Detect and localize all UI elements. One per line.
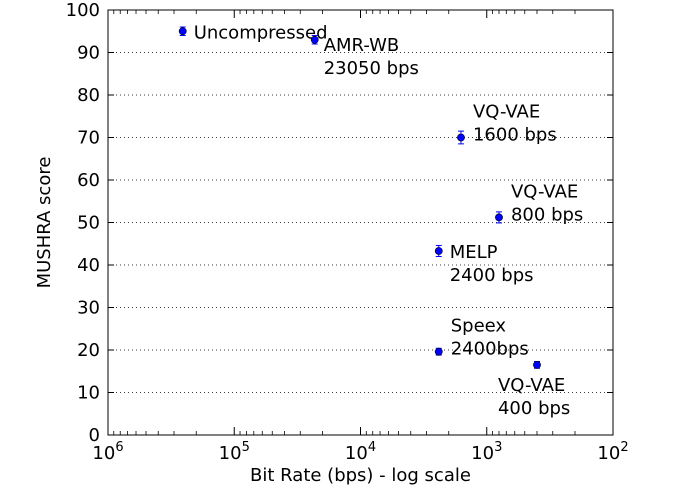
y-tick-label: 50 [77, 213, 100, 234]
point-label: VQ-VAE [498, 375, 565, 396]
point-label: 1600 bps [473, 125, 557, 146]
point-label: 800 bps [511, 204, 583, 225]
point-label: AMR-WB [324, 35, 400, 56]
point-label: Speex [451, 316, 507, 337]
data-marker [533, 360, 541, 369]
x-tick-label: 102 [597, 440, 628, 464]
point-label: VQ-VAE [473, 102, 540, 123]
y-axis-label: MUSHRA score [34, 157, 55, 289]
point-label: Uncompressed [194, 22, 328, 43]
x-tick-label: 106 [92, 440, 123, 464]
y-tick-label: 0 [89, 425, 100, 446]
x-axis-label: Bit Rate (bps) - log scale [250, 465, 471, 486]
y-tick-label: 60 [77, 170, 100, 191]
x-tick-label: 104 [345, 440, 376, 464]
y-tick-label: 70 [77, 128, 100, 149]
data-marker [434, 247, 443, 255]
y-tick-label: 100 [66, 0, 100, 21]
y-tick-label: 10 [77, 383, 100, 404]
data-marker [495, 213, 503, 222]
axis-ticks: 0 10 20 30 40 50 60 70 80 90 100 106 105 104 103 102 [66, 0, 629, 464]
point-label: VQ-VAE [511, 181, 578, 202]
point-label: 23050 bps [324, 58, 419, 79]
point-label: 2400bps [451, 339, 529, 360]
point-label: MELP [450, 242, 498, 263]
data-marker [178, 27, 187, 36]
data-point-uncompressed: Uncompressed [178, 22, 328, 43]
y-tick-label: 30 [77, 298, 100, 319]
x-tick-label: 103 [471, 440, 502, 464]
y-tick-label: 40 [77, 255, 100, 276]
point-label: 400 bps [498, 398, 570, 419]
y-tick-label: 90 [77, 43, 100, 64]
data-marker [310, 35, 319, 44]
grid-lines [108, 52, 613, 393]
point-label: 2400 bps [450, 265, 534, 286]
y-tick-label: 80 [77, 85, 100, 106]
x-tick-label: 105 [219, 440, 250, 464]
data-marker [457, 133, 465, 142]
data-marker [434, 347, 443, 356]
y-tick-label: 20 [77, 340, 100, 361]
